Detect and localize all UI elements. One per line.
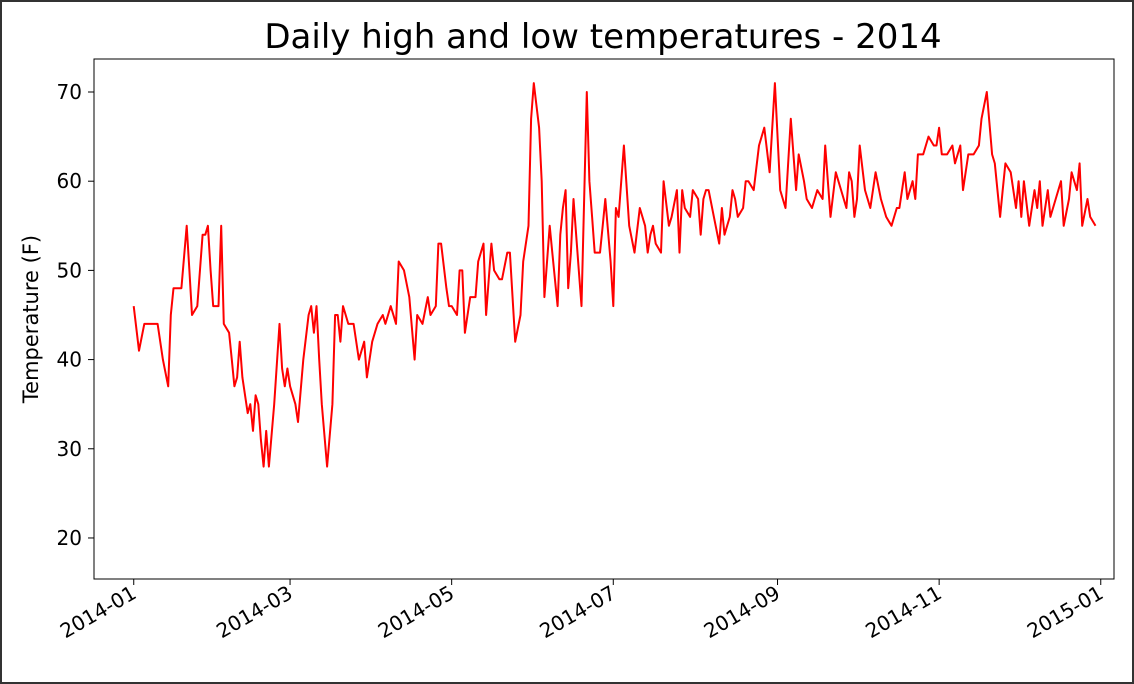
- series-line-0: [132, 82, 1097, 468]
- y-axis-label: Temperature (F): [19, 235, 43, 404]
- y-tick-label: 60: [57, 169, 82, 193]
- x-tick-label: 2014-05: [374, 581, 458, 644]
- chart-title: Daily high and low temperatures - 2014: [264, 17, 941, 57]
- x-tick-label: 2014-11: [861, 581, 945, 644]
- y-tick-label: 70: [57, 80, 82, 104]
- plot-area: [93, 58, 1115, 580]
- y-tick-label: 50: [57, 258, 82, 282]
- x-tick-label: 2015-01: [1023, 581, 1107, 644]
- x-tick-label: 2014-01: [56, 581, 140, 644]
- x-tick-label: 2014-09: [700, 581, 784, 644]
- y-tick-label: 20: [57, 526, 82, 550]
- x-axis: 2014-01 2014-03 2014-05 2014-07 2014-09 2014-…: [56, 579, 1107, 643]
- x-tick-label: 2014-03: [212, 581, 296, 644]
- y-tick-label: 30: [57, 437, 82, 461]
- series-lines: [132, 82, 1097, 468]
- y-tick-label: 40: [57, 348, 82, 372]
- x-tick-label: 2014-07: [535, 581, 619, 644]
- y-axis: 20 30 40 50 60 70: [57, 80, 94, 550]
